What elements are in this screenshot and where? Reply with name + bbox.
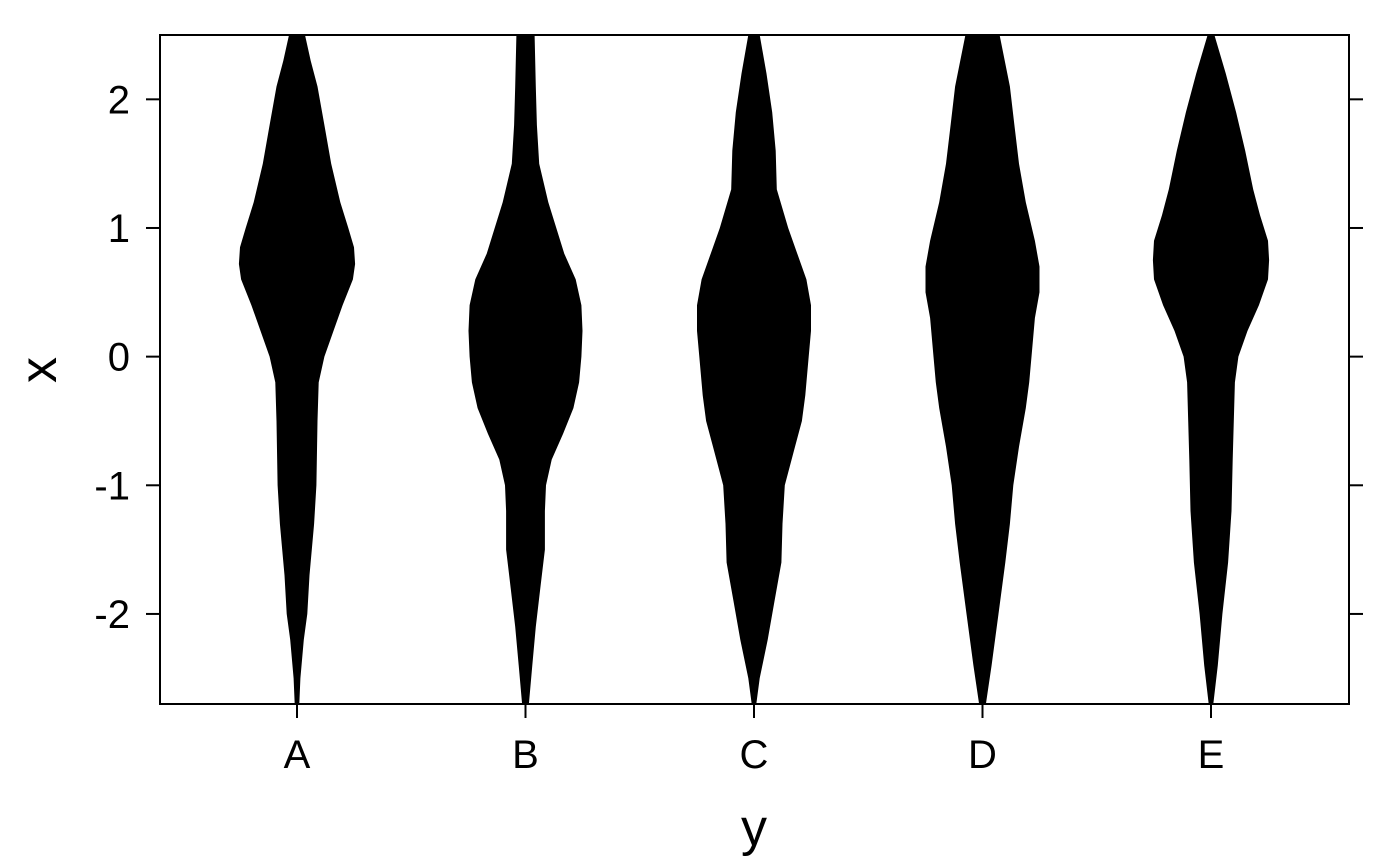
y-tick-label: 2 — [108, 78, 130, 122]
x-tick-label: D — [968, 733, 997, 777]
y-tick-label: 1 — [108, 207, 130, 251]
y-tick-label: -1 — [94, 464, 130, 508]
violin-a — [238, 35, 356, 704]
violin-e — [1152, 35, 1270, 704]
violin-c — [697, 35, 811, 704]
violin-group — [238, 35, 1270, 704]
violin-b — [468, 35, 583, 704]
y-tick-label: 0 — [108, 336, 130, 380]
x-tick-label: A — [284, 733, 311, 777]
y-tick-label: -2 — [94, 593, 130, 637]
x-tick-label: C — [740, 733, 769, 777]
y-axis: -2 -1 0 1 2 — [94, 78, 1363, 637]
x-tick-label: B — [512, 733, 539, 777]
x-axis-title: y — [741, 799, 767, 857]
x-tick-label: E — [1198, 733, 1225, 777]
x-axis: A B C D E — [284, 704, 1225, 777]
violin-d — [925, 35, 1040, 704]
y-axis-title: x — [10, 357, 68, 383]
